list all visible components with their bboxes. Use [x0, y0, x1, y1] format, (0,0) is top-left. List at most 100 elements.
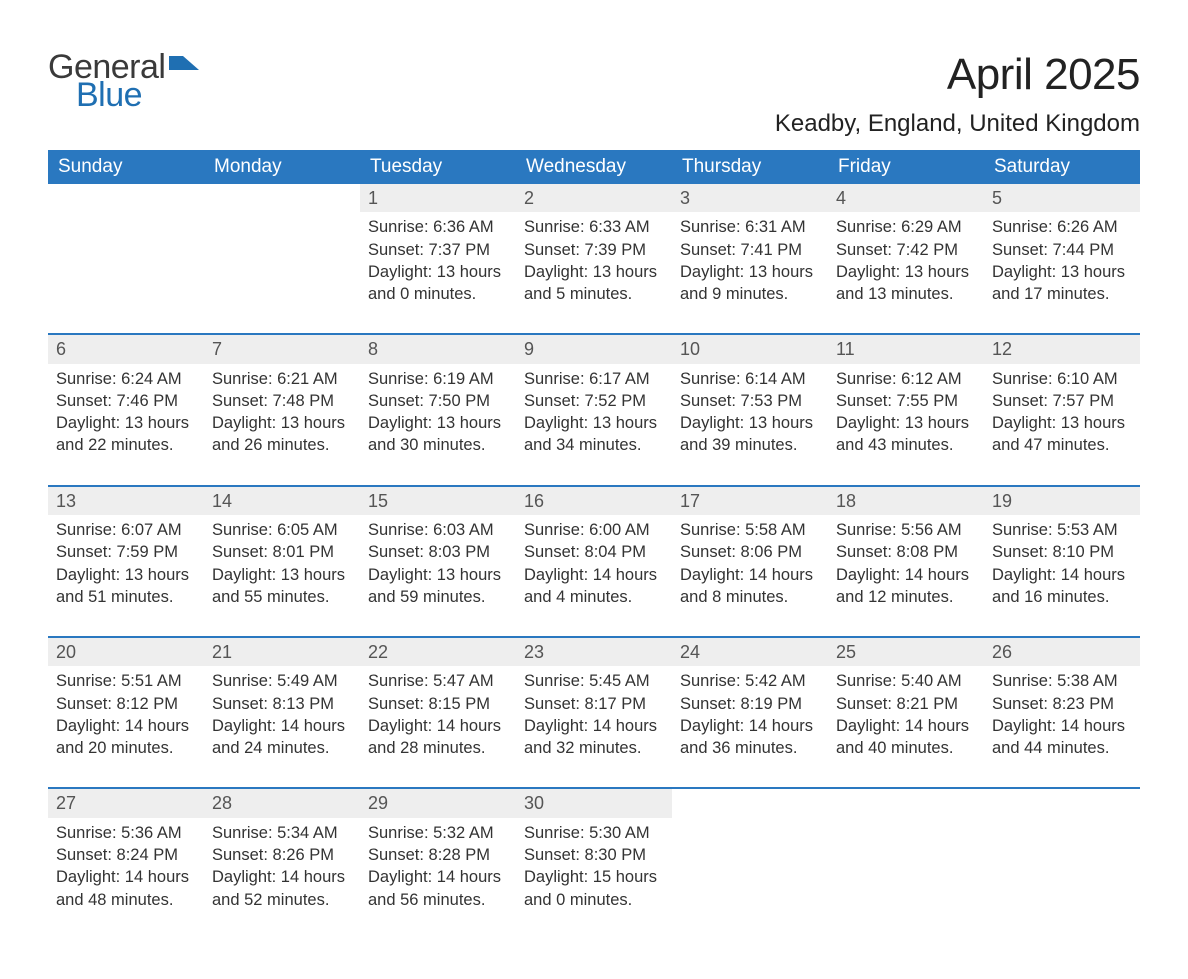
sunset-text: Sunset: 7:39 PM: [524, 239, 664, 261]
daylight-text: Daylight: 14 hours and 56 minutes.: [368, 866, 508, 911]
day-number-cell: 7: [204, 334, 360, 363]
sunset-text: Sunset: 7:37 PM: [368, 239, 508, 261]
sunrise-text: Sunrise: 5:49 AM: [212, 670, 352, 692]
sunrise-text: Sunrise: 6:07 AM: [56, 519, 196, 541]
sunrise-text: Sunrise: 5:30 AM: [524, 822, 664, 844]
day-number-cell: 13: [48, 486, 204, 515]
daylight-text: Daylight: 13 hours and 22 minutes.: [56, 412, 196, 457]
day-number-cell: 27: [48, 788, 204, 817]
daylight-text: Daylight: 14 hours and 36 minutes.: [680, 715, 820, 760]
day-number-cell: 4: [828, 184, 984, 212]
sunrise-text: Sunrise: 5:38 AM: [992, 670, 1132, 692]
sunset-text: Sunset: 8:01 PM: [212, 541, 352, 563]
day-header: Sunday: [48, 150, 204, 184]
sunset-text: Sunset: 7:50 PM: [368, 390, 508, 412]
day-content-cell: Sunrise: 5:45 AMSunset: 8:17 PMDaylight:…: [516, 666, 672, 788]
sunrise-text: Sunrise: 6:10 AM: [992, 368, 1132, 390]
daylight-text: Daylight: 13 hours and 5 minutes.: [524, 261, 664, 306]
day-content-row: Sunrise: 5:51 AMSunset: 8:12 PMDaylight:…: [48, 666, 1140, 788]
day-number-cell: 1: [360, 184, 516, 212]
sunset-text: Sunset: 8:23 PM: [992, 693, 1132, 715]
sunrise-text: Sunrise: 6:33 AM: [524, 216, 664, 238]
day-content-cell: [48, 212, 204, 334]
day-number-cell: 19: [984, 486, 1140, 515]
day-content-cell: Sunrise: 6:10 AMSunset: 7:57 PMDaylight:…: [984, 364, 1140, 486]
day-number-cell: 17: [672, 486, 828, 515]
day-number-cell: 14: [204, 486, 360, 515]
daylight-text: Daylight: 14 hours and 44 minutes.: [992, 715, 1132, 760]
day-content-cell: Sunrise: 5:53 AMSunset: 8:10 PMDaylight:…: [984, 515, 1140, 637]
sunrise-text: Sunrise: 6:31 AM: [680, 216, 820, 238]
day-content-cell: Sunrise: 6:21 AMSunset: 7:48 PMDaylight:…: [204, 364, 360, 486]
day-content-row: Sunrise: 6:07 AMSunset: 7:59 PMDaylight:…: [48, 515, 1140, 637]
day-content-cell: Sunrise: 6:33 AMSunset: 7:39 PMDaylight:…: [516, 212, 672, 334]
day-header: Monday: [204, 150, 360, 184]
day-number-cell: 8: [360, 334, 516, 363]
day-number-cell: 9: [516, 334, 672, 363]
location-subtitle: Keadby, England, United Kingdom: [775, 110, 1140, 138]
sunset-text: Sunset: 7:48 PM: [212, 390, 352, 412]
day-content-cell: Sunrise: 6:00 AMSunset: 8:04 PMDaylight:…: [516, 515, 672, 637]
day-number-row: 20212223242526: [48, 637, 1140, 666]
day-number-cell: [828, 788, 984, 817]
day-number-cell: [48, 184, 204, 212]
day-number-cell: 3: [672, 184, 828, 212]
sunset-text: Sunset: 8:21 PM: [836, 693, 976, 715]
day-content-cell: Sunrise: 6:12 AMSunset: 7:55 PMDaylight:…: [828, 364, 984, 486]
sunset-text: Sunset: 8:24 PM: [56, 844, 196, 866]
day-content-row: Sunrise: 6:24 AMSunset: 7:46 PMDaylight:…: [48, 364, 1140, 486]
day-number-cell: 28: [204, 788, 360, 817]
sunrise-text: Sunrise: 6:29 AM: [836, 216, 976, 238]
daylight-text: Daylight: 13 hours and 43 minutes.: [836, 412, 976, 457]
sunrise-text: Sunrise: 5:40 AM: [836, 670, 976, 692]
sunset-text: Sunset: 7:55 PM: [836, 390, 976, 412]
sunset-text: Sunset: 7:57 PM: [992, 390, 1132, 412]
day-header: Wednesday: [516, 150, 672, 184]
daylight-text: Daylight: 13 hours and 59 minutes.: [368, 564, 508, 609]
day-number-row: 27282930: [48, 788, 1140, 817]
sunrise-text: Sunrise: 6:17 AM: [524, 368, 664, 390]
day-content-cell: [672, 818, 828, 939]
daylight-text: Daylight: 13 hours and 13 minutes.: [836, 261, 976, 306]
day-header: Tuesday: [360, 150, 516, 184]
day-content-cell: Sunrise: 6:14 AMSunset: 7:53 PMDaylight:…: [672, 364, 828, 486]
day-content-cell: Sunrise: 6:26 AMSunset: 7:44 PMDaylight:…: [984, 212, 1140, 334]
day-content-cell: Sunrise: 6:05 AMSunset: 8:01 PMDaylight:…: [204, 515, 360, 637]
logo-text-blue: Blue: [76, 78, 142, 112]
day-number-cell: [204, 184, 360, 212]
sunrise-text: Sunrise: 5:56 AM: [836, 519, 976, 541]
day-number-row: 6789101112: [48, 334, 1140, 363]
sunset-text: Sunset: 7:46 PM: [56, 390, 196, 412]
sunset-text: Sunset: 8:12 PM: [56, 693, 196, 715]
sunset-text: Sunset: 8:13 PM: [212, 693, 352, 715]
day-content-cell: Sunrise: 5:36 AMSunset: 8:24 PMDaylight:…: [48, 818, 204, 939]
daylight-text: Daylight: 14 hours and 4 minutes.: [524, 564, 664, 609]
daylight-text: Daylight: 13 hours and 47 minutes.: [992, 412, 1132, 457]
day-number-cell: 29: [360, 788, 516, 817]
sunrise-text: Sunrise: 6:14 AM: [680, 368, 820, 390]
daylight-text: Daylight: 15 hours and 0 minutes.: [524, 866, 664, 911]
day-number-cell: 23: [516, 637, 672, 666]
daylight-text: Daylight: 14 hours and 16 minutes.: [992, 564, 1132, 609]
day-content-cell: Sunrise: 6:36 AMSunset: 7:37 PMDaylight:…: [360, 212, 516, 334]
day-content-cell: Sunrise: 5:32 AMSunset: 8:28 PMDaylight:…: [360, 818, 516, 939]
sunrise-text: Sunrise: 5:34 AM: [212, 822, 352, 844]
day-content-cell: [828, 818, 984, 939]
daylight-text: Daylight: 13 hours and 30 minutes.: [368, 412, 508, 457]
day-number-cell: 2: [516, 184, 672, 212]
day-number-cell: 21: [204, 637, 360, 666]
day-content-cell: Sunrise: 5:56 AMSunset: 8:08 PMDaylight:…: [828, 515, 984, 637]
sunset-text: Sunset: 8:03 PM: [368, 541, 508, 563]
calendar-table: Sunday Monday Tuesday Wednesday Thursday…: [48, 150, 1140, 939]
day-content-cell: Sunrise: 6:29 AMSunset: 7:42 PMDaylight:…: [828, 212, 984, 334]
day-content-cell: Sunrise: 5:51 AMSunset: 8:12 PMDaylight:…: [48, 666, 204, 788]
sunset-text: Sunset: 8:28 PM: [368, 844, 508, 866]
daylight-text: Daylight: 13 hours and 26 minutes.: [212, 412, 352, 457]
day-content-cell: Sunrise: 6:31 AMSunset: 7:41 PMDaylight:…: [672, 212, 828, 334]
day-number-cell: 12: [984, 334, 1140, 363]
daylight-text: Daylight: 14 hours and 40 minutes.: [836, 715, 976, 760]
sunset-text: Sunset: 7:42 PM: [836, 239, 976, 261]
sunset-text: Sunset: 8:17 PM: [524, 693, 664, 715]
day-content-cell: Sunrise: 6:03 AMSunset: 8:03 PMDaylight:…: [360, 515, 516, 637]
daylight-text: Daylight: 14 hours and 28 minutes.: [368, 715, 508, 760]
